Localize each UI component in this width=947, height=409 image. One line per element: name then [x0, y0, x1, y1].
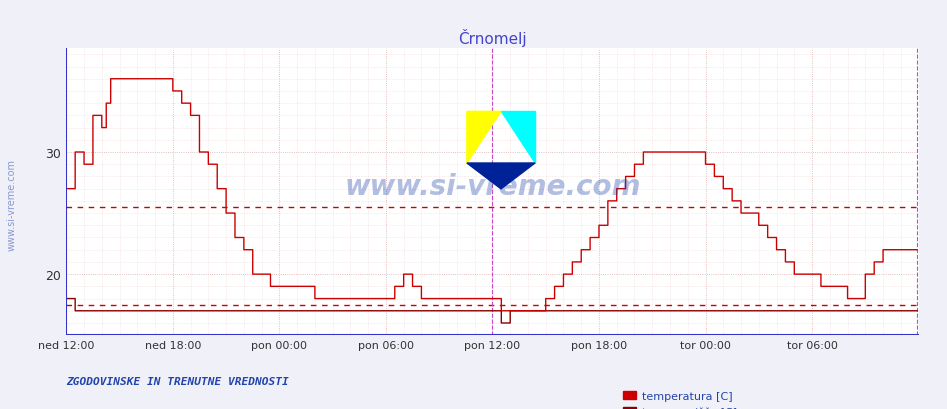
Title: Črnomelj: Črnomelj — [458, 29, 527, 47]
Polygon shape — [467, 112, 501, 164]
Text: ZGODOVINSKE IN TRENUTNE VREDNOSTI: ZGODOVINSKE IN TRENUTNE VREDNOSTI — [66, 376, 289, 387]
Polygon shape — [501, 112, 535, 164]
Polygon shape — [467, 164, 535, 189]
Text: www.si-vreme.com: www.si-vreme.com — [344, 173, 641, 200]
Legend: temperatura [C], temp. rosišča [C]: temperatura [C], temp. rosišča [C] — [618, 387, 742, 409]
Text: www.si-vreme.com: www.si-vreme.com — [7, 159, 16, 250]
